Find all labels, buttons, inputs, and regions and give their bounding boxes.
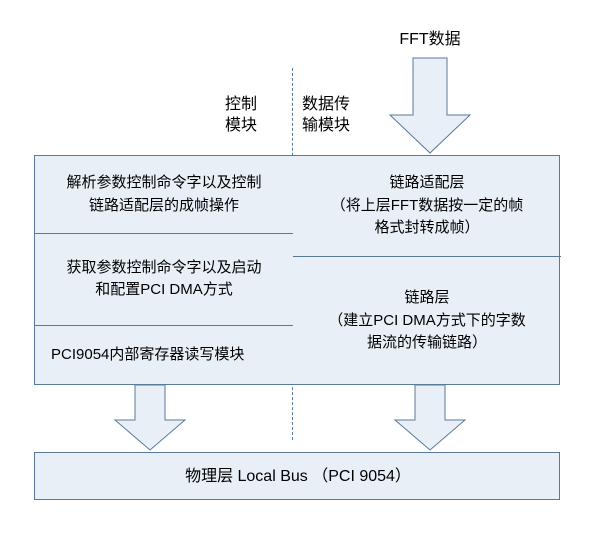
physical-layer-box: 物理层 Local Bus （PCI 9054）: [34, 452, 560, 500]
physical-layer-label: 物理层 Local Bus （PCI 9054）: [35, 453, 561, 501]
diagram-canvas: FFT数据 控制 模块 数据传 输模块 解析参数控制命令字以及控制链路适配层的成…: [0, 0, 594, 537]
